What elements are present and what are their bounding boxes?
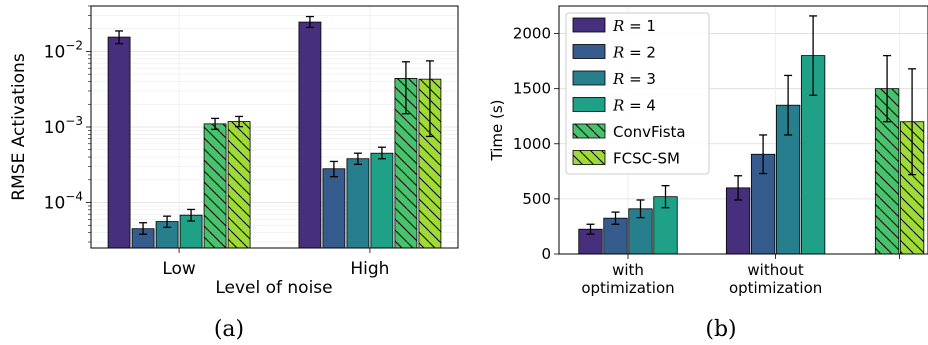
chart-a-yticks: 10−4 10−3 10−2	[44, 5, 91, 243]
chart-a-bar-hatch	[418, 79, 441, 248]
chart-b-legend-swatch-hatch	[573, 150, 605, 165]
chart-a-ytick-label: 10−3	[44, 114, 83, 138]
chart-a-xtick-label: High	[350, 259, 389, 279]
chart-b-legend: R = 1 R = 2 R = 3 R = 4 ConvFista FCSC-SM	[565, 12, 710, 175]
chart-b-legend-swatch	[572, 70, 606, 86]
chart-a-bar-hatch	[394, 78, 417, 248]
chart-b-legend-label: R = 4	[612, 97, 656, 115]
chart-a-bar	[370, 152, 394, 249]
chart-b-legend-swatch	[572, 97, 606, 112]
chart-a-bar	[346, 158, 370, 249]
chart-b-legend-label: R = 2	[612, 44, 656, 62]
chart-a-xlabel: Level of noise	[215, 278, 332, 298]
chart-b-xtick-label: without optimization	[729, 261, 822, 297]
chart-a-bar-hatch	[204, 123, 227, 248]
chart-b-legend-label: R = 1	[612, 17, 656, 35]
chart-b-legend-label: ConvFista	[613, 123, 686, 141]
chart-a: 10−4 10−3 10−2 Low High RMSE Activations Le…	[9, 5, 459, 342]
chart-b-ytick-label: 1500	[513, 80, 551, 98]
chart-a-ytick-label: 10−2	[44, 38, 83, 62]
chart-b-bars	[578, 55, 925, 255]
chart-b-legend-label: R = 3	[612, 70, 656, 88]
chart-a-bar-hatch	[228, 121, 251, 248]
chart-a-bar	[322, 168, 346, 249]
chart-a-ylabel: RMSE Activations	[9, 53, 29, 201]
chart-b-caption: (b)	[705, 317, 736, 342]
chart-a-errorbars	[115, 15, 434, 235]
chart-a-ytick-label: 10−4	[44, 190, 83, 214]
chart-a-bar	[107, 36, 131, 249]
chart-b-legend-items: R = 1 R = 2 R = 3 R = 4 ConvFista FCSC-SM	[572, 17, 686, 168]
chart-a-bars	[107, 21, 442, 249]
chart-a-bar	[298, 21, 322, 249]
chart-a-xticks: Low High	[162, 248, 389, 279]
chart-b-bar-hatch	[875, 88, 899, 255]
chart-b: 0 500 1000 1500 2000 with optimization without…	[488, 5, 928, 342]
chart-b-bar-hatch	[900, 121, 924, 254]
chart-b-xticks: with optimization without optimization	[581, 254, 900, 297]
chart-b-legend-swatch-hatch	[573, 124, 605, 138]
chart-b-xtick-label: with optimization	[581, 261, 674, 297]
chart-b-ylabel: Time (s)	[488, 100, 506, 162]
chart-b-plot-frame	[558, 5, 928, 255]
chart-b-ytick-label: 0	[541, 245, 551, 263]
chart-b-legend-swatch	[572, 17, 606, 33]
chart-a-caption: (a)	[214, 317, 244, 342]
chart-a-xtick-label: Low	[162, 259, 196, 279]
chart-b-ytick-label: 500	[522, 190, 551, 208]
chart-b-legend-swatch	[572, 44, 606, 59]
chart-b-ytick-label: 1000	[513, 135, 551, 153]
chart-b-legend-label: FCSC-SM	[613, 150, 680, 168]
chart-b-errorbars	[586, 15, 917, 235]
chart-b-ytick-label: 2000	[513, 25, 551, 43]
chart-b-yticks: 0 500 1000 1500 2000	[513, 25, 559, 263]
